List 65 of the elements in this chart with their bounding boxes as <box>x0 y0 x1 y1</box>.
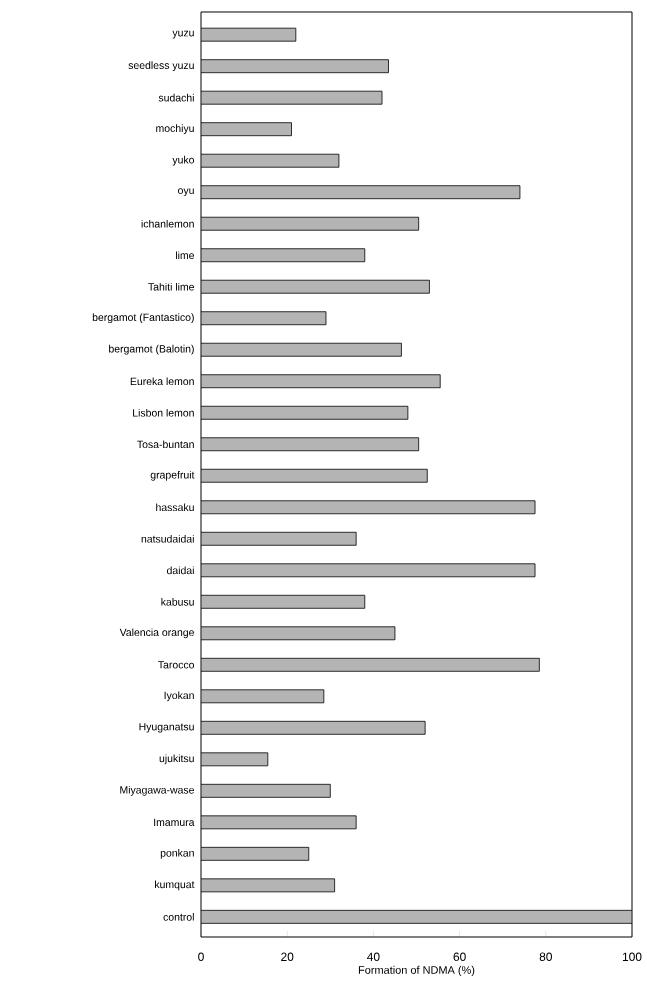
y-tick-label: yuzu <box>172 30 194 39</box>
y-tick-label: sudachi <box>158 93 194 102</box>
bar <box>201 846 310 861</box>
bar <box>201 185 521 200</box>
x-tick-label: 20 <box>281 952 294 961</box>
y-tick-label: Lisbon lemon <box>133 408 194 417</box>
bar <box>201 468 428 483</box>
bar <box>201 720 426 735</box>
x-tick-label: 40 <box>367 952 380 961</box>
x-tick-label: 100 <box>622 952 642 961</box>
y-tick-label: seedless yuzu <box>128 61 194 72</box>
bar <box>201 153 340 168</box>
bar <box>201 626 396 641</box>
y-tick-label: yuko <box>172 155 195 166</box>
y-tick-label: bergamot (Fantastico) <box>92 313 194 324</box>
bar <box>201 437 420 452</box>
y-tick-label: hassaku <box>156 503 194 512</box>
bar <box>201 752 269 767</box>
y-tick-label: Valencia orange <box>119 628 194 639</box>
y-tick-label: Hyuganatsu <box>139 723 194 733</box>
y-tick-label: Eureka lemon <box>130 377 194 386</box>
bar <box>201 374 441 389</box>
y-tick-label: ichanlemon <box>141 219 194 228</box>
bar <box>201 689 325 704</box>
y-tick-label: Tarocco <box>158 661 195 669</box>
bar <box>201 563 536 578</box>
x-tick-label: 80 <box>539 952 552 961</box>
bar <box>201 594 366 609</box>
bar <box>201 59 389 74</box>
y-tick-label: Tahiti lime <box>148 282 194 291</box>
bar <box>201 279 430 294</box>
bar <box>201 311 327 326</box>
y-tick-label: Imamura <box>154 818 195 826</box>
bar <box>201 27 297 42</box>
y-tick-label: mochiyu <box>156 124 194 135</box>
y-tick-label: ujukitsu <box>159 754 194 765</box>
y-tick-label: natsudaidai <box>141 534 194 543</box>
y-tick-label: grapefruit <box>150 470 195 481</box>
y-tick-label: Tosa-buntan <box>137 440 194 449</box>
x-tick-label: 60 <box>453 952 466 961</box>
bar <box>201 405 409 420</box>
bar <box>201 815 357 830</box>
y-tick-label: kumquat <box>155 880 195 891</box>
y-tick-label: bergamot (Balotin) <box>109 344 194 355</box>
bar <box>201 122 292 137</box>
bar <box>201 90 383 105</box>
bar <box>201 909 633 924</box>
bar <box>201 531 357 546</box>
bar <box>201 878 336 893</box>
bar <box>201 216 420 231</box>
y-tick-label: ponkan <box>160 848 194 859</box>
bar <box>201 500 536 515</box>
y-tick-label: kabusu <box>161 597 194 606</box>
y-tick-label: Iyokan <box>164 691 194 702</box>
x-tick-label: 0 <box>198 952 204 961</box>
x-axis-title: Formation of NDMA (%) <box>358 965 475 977</box>
bar <box>201 342 402 357</box>
bar <box>201 783 331 798</box>
y-tick-label: oyu <box>178 188 194 197</box>
y-tick-label: Miyagawa-wase <box>120 785 194 796</box>
y-tick-label: daidai <box>167 566 194 575</box>
y-tick-label: lime <box>176 251 194 260</box>
bar <box>201 248 366 263</box>
y-tick-label: control <box>163 913 194 921</box>
bar <box>201 657 540 672</box>
